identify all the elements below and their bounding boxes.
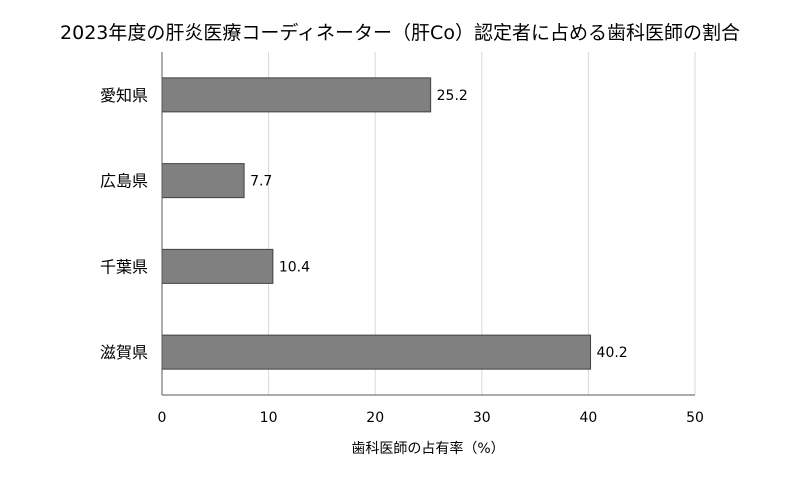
chart-title: 2023年度の肝炎医療コーディネーター（肝Co）認定者に占める歯科医師の割合 bbox=[60, 22, 740, 44]
category-label-1: 広島県 bbox=[100, 172, 148, 191]
x-tick-label-10: 10 bbox=[260, 410, 278, 426]
x-tick-label-20: 20 bbox=[366, 410, 384, 426]
x-tick-label-0: 0 bbox=[158, 410, 167, 426]
category-label-2: 千葉県 bbox=[100, 257, 148, 276]
bar-1 bbox=[161, 163, 245, 199]
data-label-3: 40.2 bbox=[597, 345, 628, 361]
data-label-0: 25.2 bbox=[437, 88, 468, 104]
x-axis-title: 歯科医師の占有率（%） bbox=[351, 440, 504, 457]
x-tick-label-30: 30 bbox=[473, 410, 491, 426]
x-tick-label-50: 50 bbox=[686, 410, 704, 426]
bar-2 bbox=[161, 248, 274, 284]
category-label-3: 滋賀県 bbox=[100, 343, 148, 362]
bar-3 bbox=[161, 334, 592, 370]
x-tick-label-40: 40 bbox=[579, 410, 597, 426]
category-label-0: 愛知県 bbox=[100, 86, 148, 105]
data-label-1: 7.7 bbox=[250, 174, 272, 190]
bar-0 bbox=[161, 77, 432, 113]
axes bbox=[161, 52, 695, 396]
bars bbox=[161, 77, 592, 370]
labels: 0 10 20 30 40 50 愛知県 25.2 広島県 7.7 千葉県 10.4 滋賀県 40.2 bbox=[100, 86, 704, 426]
data-label-2: 10.4 bbox=[279, 259, 310, 275]
